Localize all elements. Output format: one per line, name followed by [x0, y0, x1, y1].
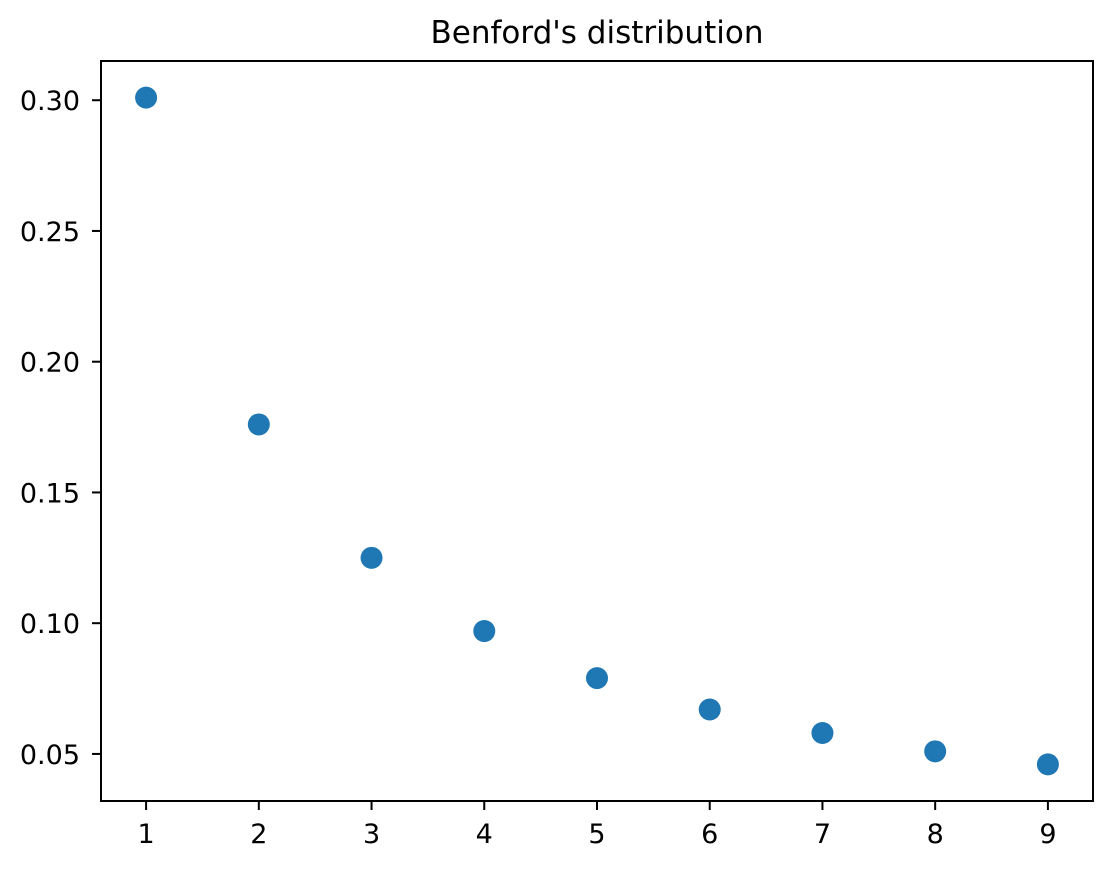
y-tick-label: 0.15: [20, 478, 80, 509]
x-tick-label: 5: [588, 819, 605, 850]
plot-border: [100, 60, 1094, 802]
x-tick-label: 3: [363, 819, 380, 850]
data-point: [586, 667, 608, 690]
y-tick-label: 0.30: [20, 86, 80, 117]
y-tick-label: 0.25: [20, 217, 80, 248]
y-tick-label: 0.10: [20, 609, 80, 640]
data-point: [924, 740, 947, 763]
x-axis: 1 2 3 4 5 6 7 8 9: [137, 801, 1057, 850]
y-axis: 0.05 0.10 0.15 0.20 0.25 0.30: [20, 86, 101, 771]
data-point: [473, 620, 496, 643]
x-tick-label: 7: [814, 819, 831, 850]
x-tick-label: 2: [250, 819, 267, 850]
data-point: [247, 413, 270, 436]
scatter-points: [135, 86, 1059, 776]
x-tick-label: 1: [137, 819, 154, 850]
chart-title: Benford's distribution: [431, 15, 764, 51]
data-point: [698, 698, 721, 721]
x-tick-label: 9: [1039, 819, 1056, 850]
data-point: [135, 86, 158, 109]
y-tick-label: 0.20: [20, 348, 80, 379]
x-tick-label: 6: [701, 819, 718, 850]
data-point: [1036, 753, 1059, 776]
data-point: [811, 722, 834, 745]
x-tick-label: 4: [476, 819, 493, 850]
data-point: [360, 546, 383, 569]
x-tick-label: 8: [927, 819, 944, 850]
y-tick-label: 0.05: [20, 740, 80, 771]
